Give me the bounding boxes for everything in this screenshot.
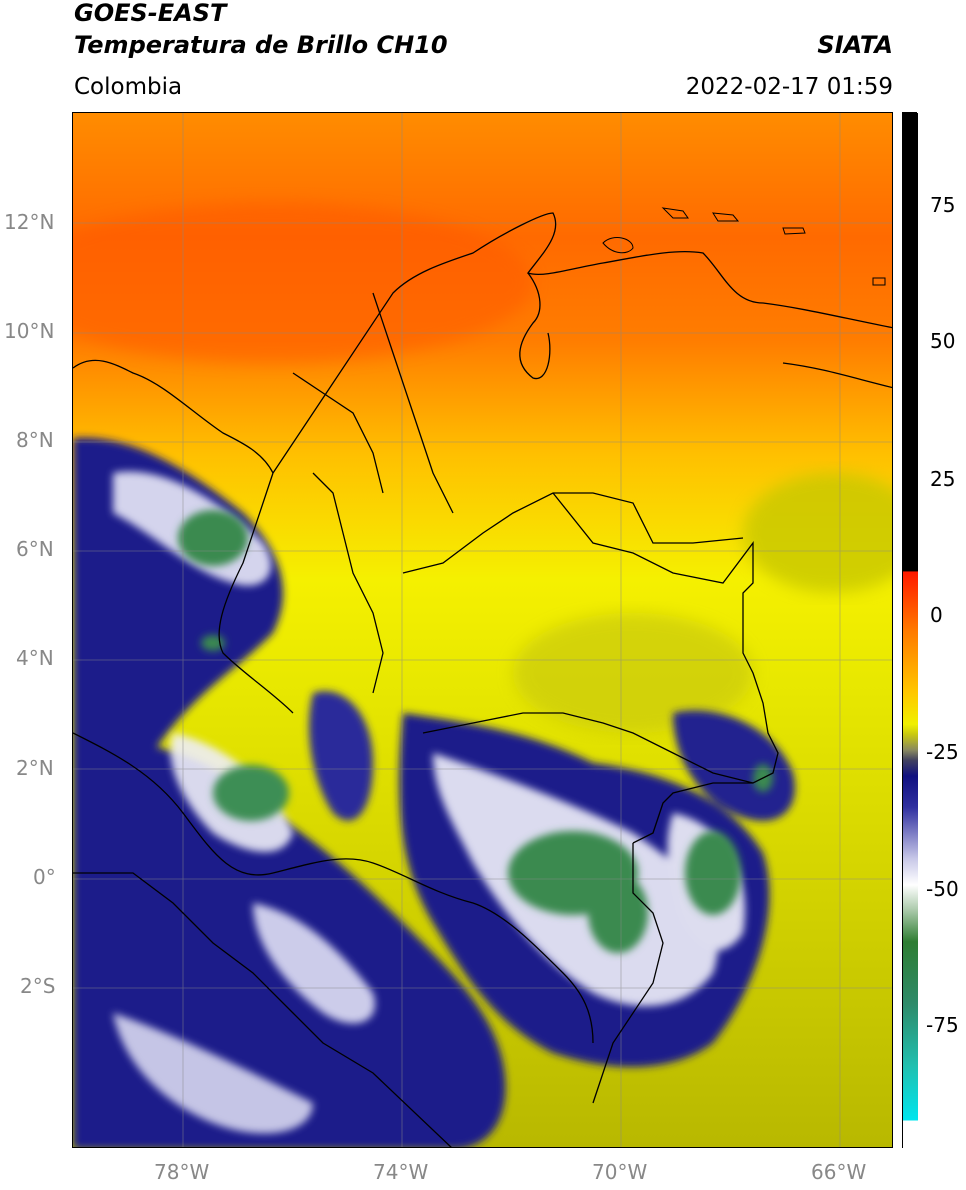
- brightness-temperature-image: [73, 113, 892, 1147]
- colorbar-tick-25: 25: [930, 467, 956, 491]
- temperature-colorbar: [902, 112, 918, 1149]
- product-title: Temperatura de Brillo CH10: [74, 31, 448, 59]
- satellite-title: GOES-EAST: [74, 0, 227, 27]
- lat-tick-8n: 8°N: [16, 428, 54, 452]
- gridlines: [73, 113, 892, 1147]
- lat-tick-10n: 10°N: [4, 319, 55, 343]
- borders: [73, 212, 892, 1147]
- colorbar-tick-75: 75: [930, 193, 956, 217]
- lon-tick-70w: 70°W: [592, 1160, 648, 1184]
- lat-tick-0: 0°: [33, 865, 56, 889]
- lat-tick-2s: 2°S: [20, 974, 56, 998]
- lat-tick-4n: 4°N: [16, 646, 54, 670]
- datetime-label: 2022-02-17 01:59: [685, 74, 893, 100]
- lon-tick-74w: 74°W: [373, 1160, 429, 1184]
- region-label: Colombia: [74, 74, 183, 100]
- colorbar-tick-minus75: -75: [926, 1013, 959, 1037]
- colorbar-tick-0: 0: [930, 603, 943, 627]
- satellite-map[interactable]: [72, 112, 893, 1148]
- lon-tick-66w: 66°W: [811, 1160, 867, 1184]
- lat-tick-6n: 6°N: [16, 537, 54, 561]
- colorbar-tick-minus50: -50: [926, 877, 959, 901]
- lat-tick-2n: 2°N: [16, 756, 54, 780]
- lon-tick-78w: 78°W: [154, 1160, 210, 1184]
- colorbar-gradient: [903, 113, 918, 1149]
- islands: [602, 207, 886, 286]
- lat-tick-12n: 12°N: [4, 210, 55, 234]
- colorbar-tick-50: 50: [930, 329, 956, 353]
- colorbar-tick-minus25: -25: [926, 740, 959, 764]
- agency-title: SIATA: [817, 31, 893, 59]
